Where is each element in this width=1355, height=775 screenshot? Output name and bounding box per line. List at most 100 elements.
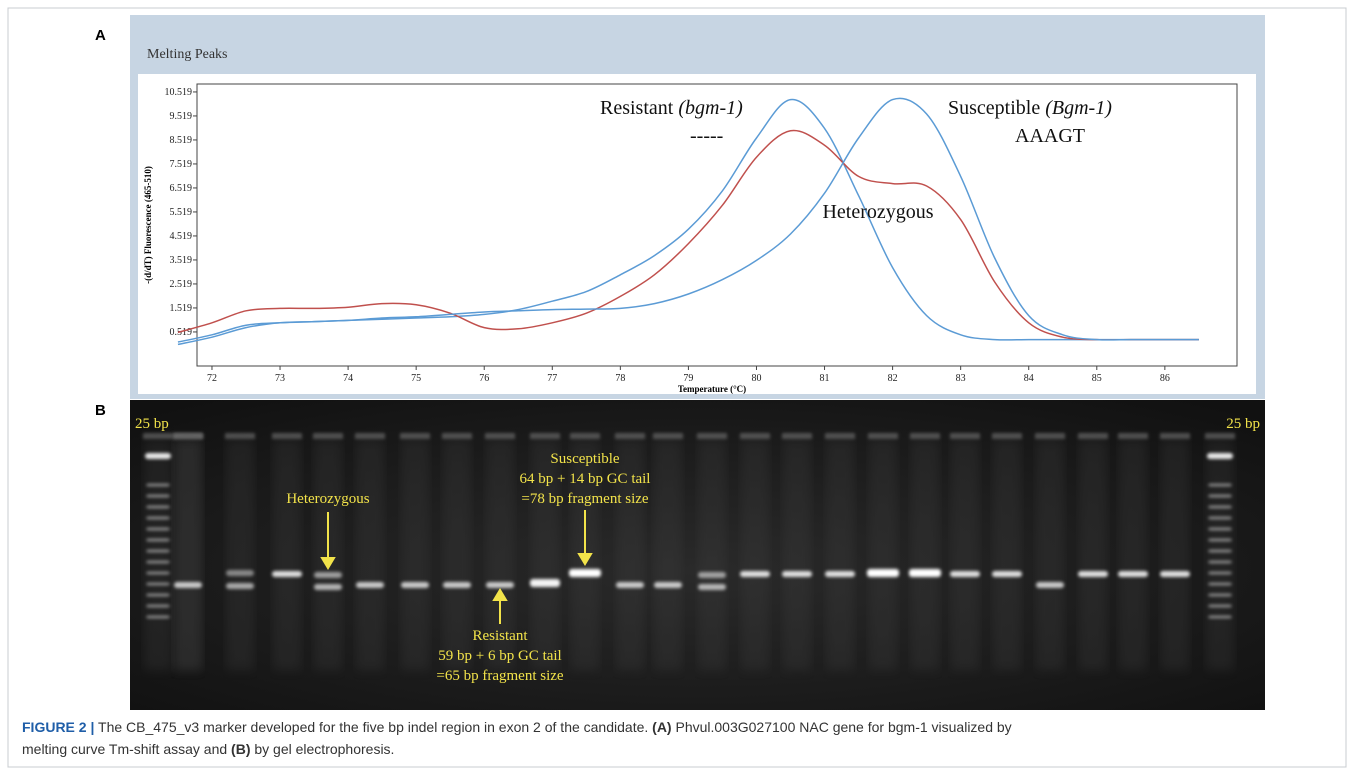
gel-band	[146, 583, 170, 586]
gel-band	[740, 571, 770, 577]
gel-smear	[826, 440, 854, 670]
panel-label: B	[95, 402, 106, 419]
gel-smear	[654, 440, 682, 670]
gel-band	[1208, 594, 1232, 597]
gel-smear	[951, 440, 979, 670]
gel-smear	[174, 440, 202, 670]
gel-well	[272, 433, 302, 439]
gel-smear	[698, 440, 726, 670]
caption-text: The CB_475_v3 marker developed for the f…	[94, 719, 652, 735]
gel-well	[400, 433, 430, 439]
gel-band	[486, 582, 514, 588]
gel-label: Heterozygous	[286, 491, 369, 507]
x-tick-label: 84	[1024, 373, 1034, 384]
gel-label: =78 bp fragment size	[521, 491, 649, 507]
chart-title: Melting Peaks	[147, 47, 228, 62]
caption-text: by gel electrophoresis.	[250, 741, 394, 757]
gel-band	[146, 572, 170, 575]
y-tick-label: 9.519	[170, 111, 193, 122]
gel-well	[442, 433, 472, 439]
gel-well	[355, 433, 385, 439]
gel-smear	[1079, 440, 1107, 670]
gel-well	[485, 433, 515, 439]
gel-band	[174, 582, 202, 588]
annotation-text: (Bgm-1)	[1045, 97, 1112, 119]
y-tick-label: 10.519	[165, 87, 193, 98]
gel-well	[570, 433, 600, 439]
y-tick-label: 0.519	[170, 327, 193, 338]
annotation-text: Susceptible	[948, 97, 1045, 119]
gel-band	[146, 561, 170, 564]
gel-smear	[273, 440, 301, 670]
y-tick-label: 8.519	[170, 135, 193, 146]
gel-band	[1078, 571, 1108, 577]
gel-band	[1208, 550, 1232, 553]
gel-smear	[1036, 440, 1064, 670]
gel-band	[654, 582, 682, 588]
y-tick-label: 5.519	[170, 207, 193, 218]
caption: FIGURE 2 | The CB_475_v3 marker develope…	[22, 719, 1012, 735]
gel-band	[698, 584, 726, 590]
gel-band	[530, 579, 560, 587]
y-tick-label: 1.519	[170, 303, 193, 314]
gel-smear	[783, 440, 811, 670]
panel-label: A	[95, 27, 106, 44]
gel-band	[1208, 572, 1232, 575]
gel-well	[782, 433, 812, 439]
x-tick-label: 76	[479, 373, 489, 384]
y-tick-label: 3.519	[170, 255, 193, 266]
x-tick-label: 73	[275, 373, 285, 384]
annotation: AAAGT	[1015, 125, 1085, 147]
caption-text: Phvul.003G027100 NAC gene for bgm-1 visu…	[672, 719, 1012, 735]
gel-label: 64 bp + 14 bp GC tail	[520, 471, 651, 487]
gel-well	[173, 433, 203, 439]
gel-well	[697, 433, 727, 439]
gel-band	[314, 572, 342, 578]
gel-smear	[226, 440, 254, 670]
gel-smear	[1119, 440, 1147, 670]
gel-band	[146, 528, 170, 531]
x-tick-label: 86	[1160, 373, 1170, 384]
figure: A B Melting Peaks -(d/dT) Fluorescence (…	[0, 0, 1355, 775]
caption-text: (A)	[652, 719, 671, 735]
gel-band	[1208, 528, 1232, 531]
gel-band	[1208, 583, 1232, 586]
x-tick-label: 72	[207, 373, 217, 384]
gel-band	[146, 594, 170, 597]
y-tick-label: 4.519	[170, 231, 193, 242]
x-tick-label: 83	[956, 373, 966, 384]
gel-band	[825, 571, 855, 577]
x-axis-label: Temperature (°C)	[678, 384, 746, 394]
gel-band	[569, 569, 601, 577]
gel-band	[782, 571, 812, 577]
x-tick-label: 78	[615, 373, 625, 384]
gel-well	[1078, 433, 1108, 439]
annotation: Resistant (bgm-1)	[600, 97, 743, 119]
gel-band	[1160, 571, 1190, 577]
caption-text: melting curve Tm-shift assay and	[22, 741, 231, 757]
gel-band	[1036, 582, 1064, 588]
x-tick-label: 79	[683, 373, 693, 384]
gel-label: 25 bp	[1226, 416, 1260, 432]
gel-band	[1118, 571, 1148, 577]
annotation: -----	[690, 125, 723, 147]
gel-band	[1208, 484, 1232, 487]
gel-well	[992, 433, 1022, 439]
gel-well	[868, 433, 898, 439]
annotation-text: (bgm-1)	[678, 97, 743, 119]
gel-well	[825, 433, 855, 439]
y-axis-label: -(d/dT) Fluorescence (465-510)	[143, 166, 153, 284]
x-tick-label: 77	[547, 373, 557, 384]
gel-band	[146, 517, 170, 520]
gel-band	[146, 495, 170, 498]
caption-text: (B)	[231, 741, 250, 757]
gel-band	[272, 571, 302, 577]
gel-label: Susceptible	[550, 451, 619, 467]
gel-smear	[993, 440, 1021, 670]
gel-band	[616, 582, 644, 588]
gel-band	[950, 571, 980, 577]
gel-band	[443, 582, 471, 588]
gel-well	[1205, 433, 1235, 439]
gel-band	[226, 583, 254, 589]
gel-band	[314, 584, 342, 590]
